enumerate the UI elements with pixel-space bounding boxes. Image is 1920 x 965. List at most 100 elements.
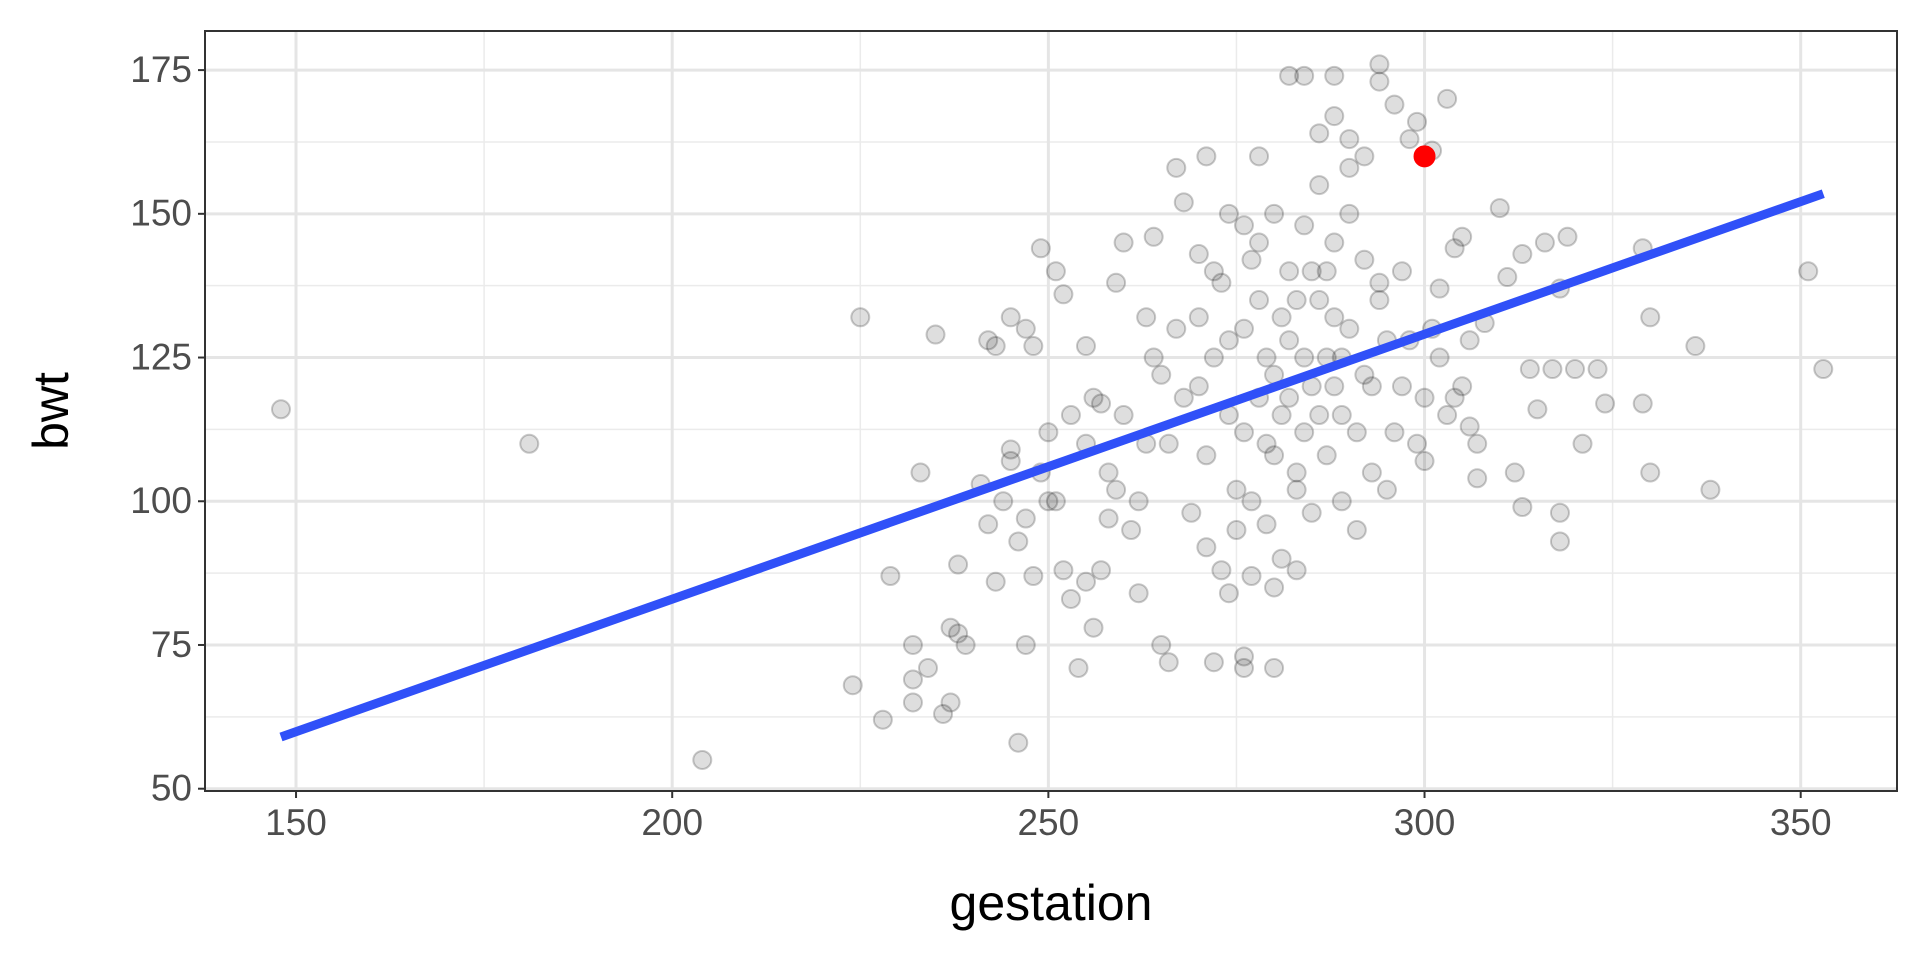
point (1015, 634, 1036, 655)
point (1324, 65, 1345, 86)
point (1098, 508, 1119, 529)
point (1151, 364, 1172, 385)
x-tick-label: 250 (1017, 802, 1079, 843)
point (1053, 284, 1074, 305)
point (1286, 560, 1307, 581)
point (850, 307, 871, 328)
point (1158, 433, 1179, 454)
point (1211, 560, 1232, 581)
point (1339, 129, 1360, 150)
point (1038, 491, 1059, 512)
point (933, 703, 954, 724)
point (1798, 261, 1819, 282)
plot-border (204, 30, 1898, 792)
point (1060, 405, 1081, 426)
point (1196, 146, 1217, 167)
point (1233, 646, 1254, 667)
point (1241, 249, 1262, 270)
point (1384, 94, 1405, 115)
point (1271, 548, 1292, 569)
point (1331, 405, 1352, 426)
point (1173, 192, 1194, 213)
y-tick-label: 75 (151, 624, 192, 665)
fit-line (279, 189, 1825, 742)
point (1407, 433, 1428, 454)
point (910, 462, 931, 483)
point (1233, 657, 1254, 678)
point (1467, 468, 1488, 489)
point (1000, 307, 1021, 328)
point (1233, 318, 1254, 339)
point (1339, 318, 1360, 339)
point (1264, 203, 1285, 224)
point (1391, 261, 1412, 282)
point (1226, 520, 1247, 541)
point (1444, 238, 1465, 259)
point (1504, 462, 1525, 483)
point (1249, 146, 1270, 167)
point (1256, 347, 1277, 368)
point (1407, 111, 1428, 132)
point (1203, 347, 1224, 368)
point (1557, 226, 1578, 247)
point (1068, 657, 1089, 678)
point (1361, 376, 1382, 397)
point (1000, 439, 1021, 460)
point (1497, 267, 1518, 288)
point (1196, 445, 1217, 466)
point (948, 623, 969, 644)
point (1414, 451, 1435, 472)
point (1324, 106, 1345, 127)
point (1459, 416, 1480, 437)
point (1354, 249, 1375, 270)
point (1143, 347, 1164, 368)
point (1346, 520, 1367, 541)
point (1437, 405, 1458, 426)
point (978, 514, 999, 535)
point (1640, 462, 1661, 483)
point (1324, 376, 1345, 397)
point (1354, 146, 1375, 167)
point (1309, 123, 1330, 144)
point (1339, 203, 1360, 224)
point (1008, 531, 1029, 552)
x-tick-label: 150 (265, 802, 327, 843)
point (1279, 65, 1300, 86)
point (1369, 71, 1390, 92)
point (1444, 387, 1465, 408)
point (1098, 462, 1119, 483)
point (1083, 387, 1104, 408)
point (1534, 232, 1555, 253)
point (1264, 445, 1285, 466)
point (880, 565, 901, 586)
point (1249, 232, 1270, 253)
point (1136, 307, 1157, 328)
point (1038, 422, 1059, 443)
point (940, 692, 961, 713)
point (270, 399, 291, 420)
point (1549, 502, 1570, 523)
point (1203, 261, 1224, 282)
point (1158, 652, 1179, 673)
point (1166, 157, 1187, 178)
point (1527, 399, 1548, 420)
point (1414, 387, 1435, 408)
point (1218, 330, 1239, 351)
point (1331, 491, 1352, 512)
point (1361, 462, 1382, 483)
point (1045, 491, 1066, 512)
point (1376, 479, 1397, 500)
point (902, 692, 923, 713)
x-tick-label: 200 (641, 802, 703, 843)
point (1045, 261, 1066, 282)
point (1113, 405, 1134, 426)
point (985, 571, 1006, 592)
point (1106, 479, 1127, 500)
highlight-point (1413, 145, 1436, 168)
point (1512, 244, 1533, 265)
point (1181, 502, 1202, 523)
point (978, 330, 999, 351)
point (1264, 657, 1285, 678)
point (1271, 405, 1292, 426)
point (955, 634, 976, 655)
